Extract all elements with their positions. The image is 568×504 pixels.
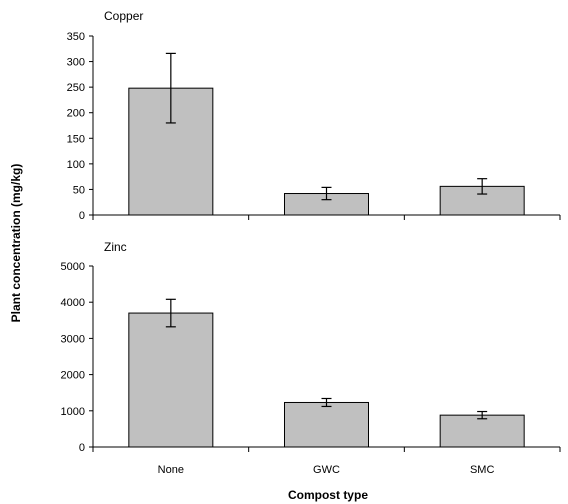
panel-title: Zinc bbox=[104, 240, 127, 254]
y-tick-label: 300 bbox=[67, 57, 85, 69]
y-axis-title: Plant concentration (mg/kg) bbox=[9, 164, 23, 323]
y-tick-label: 200 bbox=[67, 108, 85, 120]
y-tick-label: 250 bbox=[67, 82, 85, 94]
panel-title: Copper bbox=[104, 9, 143, 23]
bar-none bbox=[128, 312, 214, 448]
y-tick-label: 5000 bbox=[61, 261, 85, 273]
bar-gwc bbox=[284, 401, 369, 448]
panel-zinc: Zinc 0 1000 2000 3000 4000 5000 None GWC SMC bbox=[61, 240, 561, 476]
bar-smc bbox=[439, 414, 525, 448]
y-tick-label: 3000 bbox=[61, 333, 85, 345]
x-tick-label: SMC bbox=[470, 464, 495, 476]
y-tick-label: 1000 bbox=[61, 406, 85, 418]
x-axis-title: Compost type bbox=[288, 488, 368, 502]
y-tick-label: 0 bbox=[79, 442, 85, 454]
y-tick-label: 350 bbox=[67, 31, 85, 43]
panel-copper: Copper 0 50 100 150 200 250 300 350 bbox=[67, 9, 561, 222]
x-tick-label: GWC bbox=[313, 464, 340, 476]
y-tick-label: 150 bbox=[67, 133, 85, 145]
x-tick-label: None bbox=[158, 464, 184, 476]
y-tick-label: 0 bbox=[79, 210, 85, 222]
y-tick-label: 100 bbox=[67, 159, 85, 171]
y-tick-label: 50 bbox=[73, 184, 85, 196]
y-tick-label: 2000 bbox=[61, 370, 85, 382]
y-tick-label: 4000 bbox=[61, 297, 85, 309]
